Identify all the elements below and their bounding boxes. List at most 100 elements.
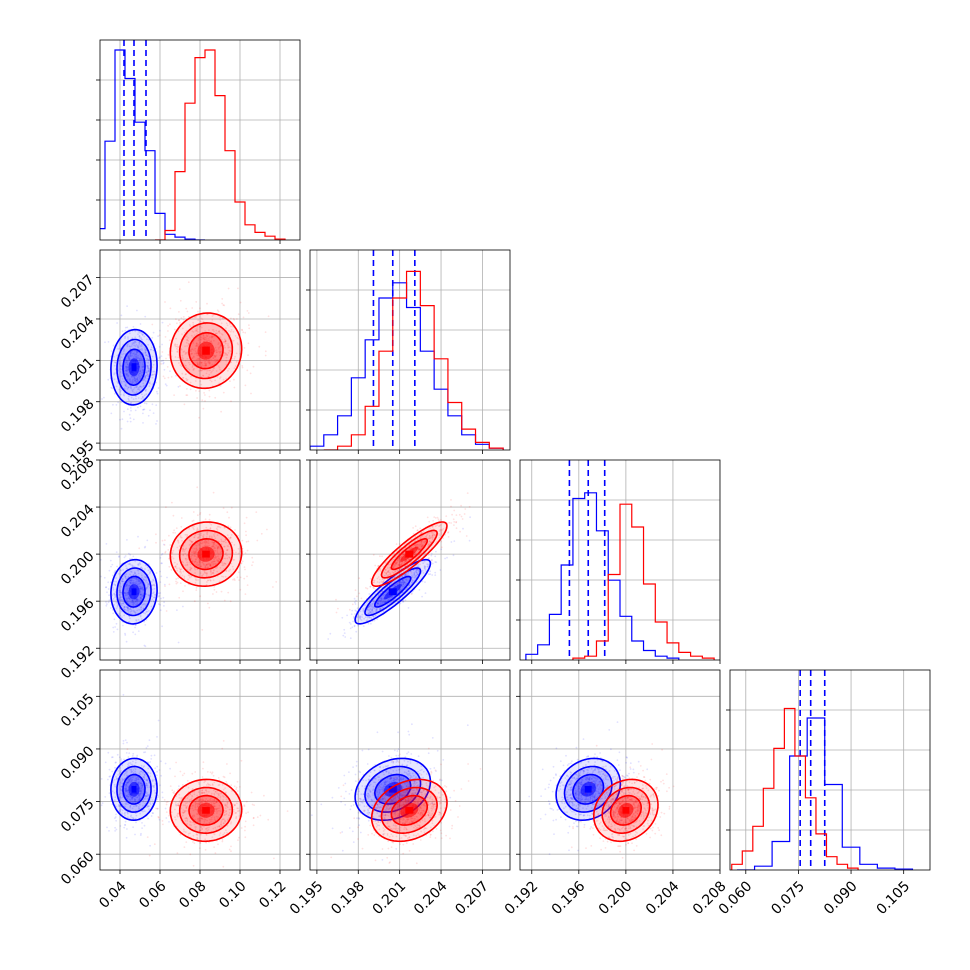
scatter-point [445,515,448,517]
scatter-point [348,621,351,624]
scatter-point [214,557,217,560]
scatter-point [163,601,166,604]
scatter-point [180,568,183,571]
scatter-point [369,607,372,610]
scatter-point [117,401,119,404]
scatter-point [195,553,198,555]
scatter-point [219,351,222,353]
scatter-point [115,577,117,579]
y-tick-label: 0.192 [58,643,98,683]
scatter-point [119,596,122,598]
scatter-point [216,359,219,362]
scatter-point [156,770,159,773]
scatter-point [119,391,122,393]
scatter-point [143,644,146,647]
scatter-point [141,366,144,368]
scatter-point [226,549,228,552]
scatter-point [220,552,223,555]
scatter-point [221,575,223,578]
scatter-point [148,370,151,372]
scatter-point [194,316,197,319]
scatter-point [116,380,119,383]
scatter-point [404,574,406,577]
scatter-point [186,561,189,564]
scatter-point [204,330,207,332]
scatter-point [135,350,138,353]
scatter-point [122,602,124,605]
scatter-point [134,611,137,614]
scatter-point [111,387,114,390]
scatter-point [187,337,190,339]
scatter-point [224,340,227,343]
scatter-point [195,330,198,332]
scatter-point [213,585,216,588]
scatter-point [230,317,232,320]
scatter-point [146,366,149,369]
scatter-point [199,565,202,568]
scatter-point [399,581,402,583]
scatter-point [184,373,187,376]
scatter-point [130,387,133,390]
scatter-point [185,394,188,396]
scatter-point [205,564,208,566]
scatter-point [126,607,129,610]
scatter-point [376,618,379,621]
panel-frame [309,249,511,451]
density-peak [131,785,137,793]
scatter-point [142,377,145,380]
scatter-point [112,574,114,577]
scatter-point [213,355,216,357]
scatter-point [139,593,142,595]
scatter-point [95,388,97,390]
scatter-point [213,558,216,561]
scatter-point [205,364,208,367]
scatter-point [126,305,128,307]
scatter-point [161,625,164,628]
scatter-point [143,378,145,381]
scatter-point [127,336,129,339]
scatter-point [186,388,188,390]
scatter-point [349,637,352,640]
scatter-point [117,573,120,575]
scatter-point [203,571,206,574]
scatter-point [150,348,153,351]
scatter-point [192,527,195,529]
scatter-point [203,392,206,394]
scatter-point [199,512,202,514]
scatter-point [137,406,139,409]
scatter-point [244,836,247,839]
scatter-point [127,338,129,340]
scatter-point [207,562,210,565]
scatter-point [208,359,211,361]
scatter-point [212,562,215,565]
scatter-point [357,624,359,627]
scatter-point [129,417,132,420]
scatter-point [129,352,132,354]
scatter-point [381,590,384,593]
scatter-point [157,592,160,595]
y-tick-label: 0.204 [58,313,98,353]
scatter-point [203,336,206,339]
scatter-point [131,565,134,568]
scatter-point [214,355,217,358]
scatter-point [247,312,250,314]
scatter-point [135,577,137,580]
scatter-point [219,319,222,321]
scatter-point [186,394,189,396]
contours-series-0 [110,757,158,822]
scatter-point [207,579,210,582]
scatter-point [128,357,131,360]
scatter-point [153,596,155,599]
scatter-point [211,329,214,331]
scatter-point [152,592,154,595]
scatter-point [137,630,140,632]
scatter-point [215,566,218,569]
scatter-point [125,640,128,643]
scatter-point [165,817,168,819]
scatter-point [144,389,147,392]
scatter-point [120,591,123,594]
scatter-point [135,391,138,394]
scatter-point [165,506,167,509]
scatter-point [235,361,238,363]
scatter-point [335,598,337,601]
